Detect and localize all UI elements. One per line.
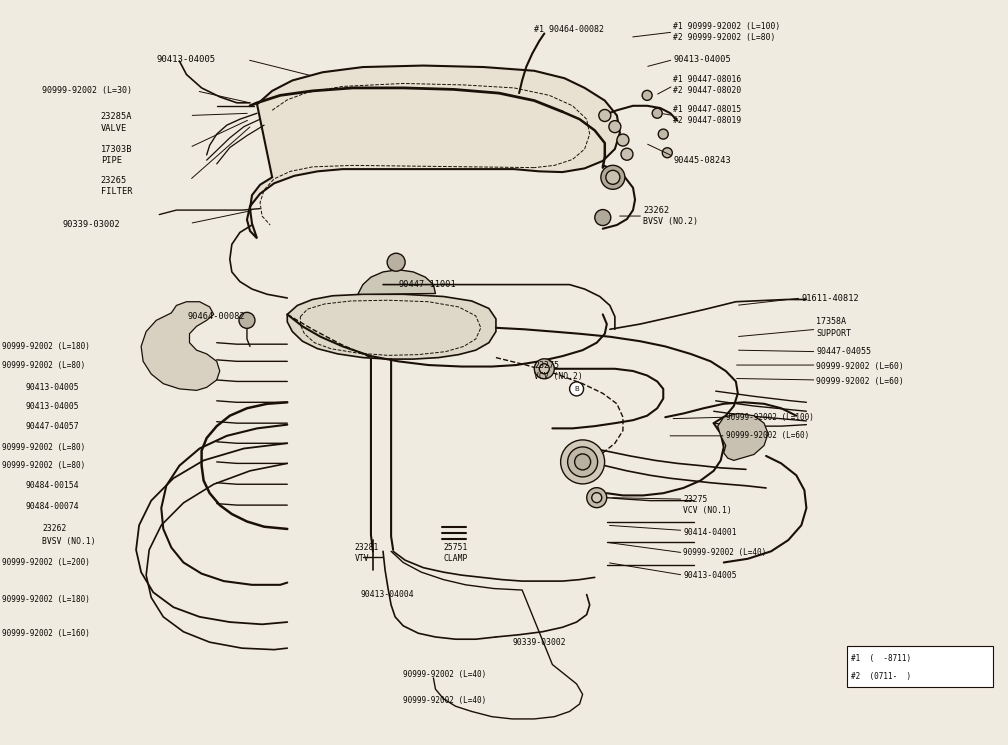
Text: VTV: VTV xyxy=(355,554,370,563)
Text: 90339-03002: 90339-03002 xyxy=(62,221,120,229)
Circle shape xyxy=(575,454,591,470)
Circle shape xyxy=(609,121,621,133)
Text: #2  (0711-  ): #2 (0711- ) xyxy=(851,672,911,681)
FancyBboxPatch shape xyxy=(847,646,993,687)
Circle shape xyxy=(595,209,611,226)
Text: 90413-04004: 90413-04004 xyxy=(361,590,414,599)
Text: VALVE: VALVE xyxy=(101,124,127,133)
Text: 90447-04057: 90447-04057 xyxy=(25,422,79,431)
Circle shape xyxy=(642,90,652,101)
Text: 90999-92002 (L=80): 90999-92002 (L=80) xyxy=(2,461,86,470)
Text: 90999-92002 (L=100): 90999-92002 (L=100) xyxy=(726,413,813,422)
Text: 90413-04005: 90413-04005 xyxy=(25,383,79,392)
Text: 90413-04005: 90413-04005 xyxy=(25,402,79,410)
Text: 90445-08243: 90445-08243 xyxy=(673,156,731,165)
Text: 25751: 25751 xyxy=(444,543,468,552)
Circle shape xyxy=(652,108,662,118)
Text: 90413-04005: 90413-04005 xyxy=(673,55,731,64)
Text: 90413-04005: 90413-04005 xyxy=(683,571,737,580)
Text: 90999-92002 (L=40): 90999-92002 (L=40) xyxy=(403,696,487,705)
Polygon shape xyxy=(718,413,768,460)
Text: 23275: 23275 xyxy=(534,361,559,370)
Circle shape xyxy=(587,488,607,507)
Text: 23275: 23275 xyxy=(683,495,708,504)
Text: 90413-04005: 90413-04005 xyxy=(156,55,216,64)
Text: 90999-92002 (L=60): 90999-92002 (L=60) xyxy=(816,377,904,386)
Text: FILTER: FILTER xyxy=(101,187,132,196)
Text: #1 90464-00082: #1 90464-00082 xyxy=(534,25,604,34)
Circle shape xyxy=(534,359,554,378)
Polygon shape xyxy=(141,302,220,390)
Text: BVSV (NO.1): BVSV (NO.1) xyxy=(42,537,96,546)
Text: 90447-11001: 90447-11001 xyxy=(398,280,456,289)
Circle shape xyxy=(592,492,602,503)
Circle shape xyxy=(568,447,598,477)
Circle shape xyxy=(621,148,633,160)
Text: 23265: 23265 xyxy=(101,176,127,185)
Text: 90447-04055: 90447-04055 xyxy=(816,347,872,356)
Text: 90999-92002 (L=160): 90999-92002 (L=160) xyxy=(2,629,90,638)
Circle shape xyxy=(617,134,629,146)
Text: SUPPORT: SUPPORT xyxy=(816,329,852,337)
Text: 90999-92002 (L=180): 90999-92002 (L=180) xyxy=(2,595,90,604)
Text: #2 90999-92002 (L=80): #2 90999-92002 (L=80) xyxy=(673,33,776,42)
Text: 17358A: 17358A xyxy=(816,317,847,326)
Text: 23262: 23262 xyxy=(643,206,669,215)
Text: 23262: 23262 xyxy=(42,524,67,533)
Text: BVSV (NO.2): BVSV (NO.2) xyxy=(643,217,699,226)
Text: 90999-92002 (L=80): 90999-92002 (L=80) xyxy=(2,443,86,451)
Circle shape xyxy=(599,110,611,121)
Circle shape xyxy=(539,364,549,374)
Text: #2 90447-08019: #2 90447-08019 xyxy=(673,116,742,125)
Text: 90339-03002: 90339-03002 xyxy=(512,638,565,647)
Text: 90999-92002 (L=60): 90999-92002 (L=60) xyxy=(816,362,904,371)
Text: 90999-92002 (L=30): 90999-92002 (L=30) xyxy=(42,86,132,95)
Text: 23285A: 23285A xyxy=(101,112,132,121)
Text: #2 90447-08020: #2 90447-08020 xyxy=(673,86,742,95)
Circle shape xyxy=(239,312,255,329)
Text: 90999-92002 (L=60): 90999-92002 (L=60) xyxy=(726,431,809,440)
Text: 17303B: 17303B xyxy=(101,145,132,153)
Text: 91611-40812: 91611-40812 xyxy=(801,294,859,302)
Text: 90464-00082: 90464-00082 xyxy=(187,312,245,321)
Text: #1  (  -8711): #1 ( -8711) xyxy=(851,653,911,663)
Text: 90484-00074: 90484-00074 xyxy=(25,502,79,511)
Circle shape xyxy=(570,382,584,396)
Circle shape xyxy=(387,253,405,271)
Text: #1 90999-92002 (L=100): #1 90999-92002 (L=100) xyxy=(673,22,780,31)
Text: 90999-92002 (L=80): 90999-92002 (L=80) xyxy=(2,361,86,370)
Text: VCV (NO.1): VCV (NO.1) xyxy=(683,506,732,515)
Text: VCV (NO.2): VCV (NO.2) xyxy=(534,372,583,381)
Text: #1 90447-08015: #1 90447-08015 xyxy=(673,105,742,114)
Polygon shape xyxy=(247,66,620,238)
Text: #1 90447-08016: #1 90447-08016 xyxy=(673,75,742,84)
Circle shape xyxy=(658,129,668,139)
Text: 90999-92002 (L=200): 90999-92002 (L=200) xyxy=(2,558,90,567)
Text: 90999-92002 (L=40): 90999-92002 (L=40) xyxy=(403,670,487,679)
Polygon shape xyxy=(287,294,496,359)
Text: 23281: 23281 xyxy=(355,543,379,552)
Circle shape xyxy=(606,171,620,184)
Circle shape xyxy=(662,148,672,158)
Text: 90484-00154: 90484-00154 xyxy=(25,481,79,490)
Text: CLAMP: CLAMP xyxy=(444,554,468,563)
Text: PIPE: PIPE xyxy=(101,156,122,165)
Polygon shape xyxy=(358,270,435,294)
Circle shape xyxy=(601,165,625,189)
Text: 90414-04001: 90414-04001 xyxy=(683,528,737,537)
Circle shape xyxy=(560,440,605,484)
Text: B: B xyxy=(575,386,579,392)
Text: 90999-92002 (L=40): 90999-92002 (L=40) xyxy=(683,548,767,557)
Text: 90999-92002 (L=180): 90999-92002 (L=180) xyxy=(2,342,90,351)
